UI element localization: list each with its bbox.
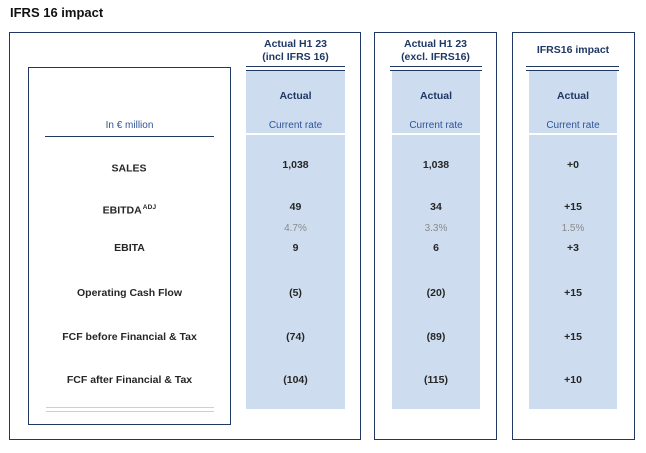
row-label: FCF after Financial & Tax (66, 374, 193, 386)
value-cell-impact: +15 (564, 331, 582, 343)
value-cell-incl: (74) (286, 331, 305, 343)
row-label: EBITDAADJ (102, 204, 157, 217)
rate-label-impact: Current rate (546, 120, 600, 131)
rate-underline-excl (392, 133, 480, 135)
header-double-rule-incl (246, 66, 345, 71)
value-cell-incl: 4.7% (284, 223, 307, 234)
value-cell-excl: (89) (426, 331, 446, 343)
header-double-rule-excl (390, 66, 482, 71)
table-row-ebitda-margin: 4.7% 3.3% 1.5% (0, 221, 646, 236)
page-title: IFRS 16 impact (10, 5, 104, 20)
row-label: EBITA (114, 242, 145, 254)
unit-label-rule (45, 136, 214, 137)
rate-underline-incl (246, 133, 345, 135)
column-header-line2: (excl. IFRS16) (401, 51, 470, 63)
table-row-sales: SALES 1,038 1,038 +0 (0, 158, 646, 175)
column-shade-impact (529, 71, 617, 409)
table-row-ebita: EBITA 9 6 +3 (0, 241, 646, 256)
row-labels-frame (28, 67, 231, 425)
column-header-line1: Actual H1 23 (403, 38, 468, 50)
row-label: FCF before Financial & Tax (62, 331, 197, 343)
subheader-actual-incl: Actual (279, 90, 312, 102)
column-header-line1: IFRS16 impact (536, 44, 610, 56)
unit-label: In € million (105, 120, 154, 131)
header-double-rule-impact (526, 66, 619, 71)
ifrs16-impact-table-frame (512, 32, 635, 440)
value-cell-excl: (115) (424, 374, 448, 386)
rate-label-incl: Current rate (268, 120, 323, 131)
column-shade-incl (246, 71, 345, 409)
value-cell-incl: 9 (292, 242, 299, 254)
value-cell-impact: +3 (567, 242, 579, 254)
value-cell-excl: (20) (426, 287, 446, 299)
value-cell-impact: +10 (564, 374, 582, 386)
column-header-line2: (incl IFRS 16) (262, 51, 329, 63)
value-cell-excl: 1,038 (422, 159, 450, 171)
table-row-operating-cash-flow: Operating Cash Flow (5) (20) +15 (0, 286, 646, 301)
value-cell-excl: 34 (430, 201, 442, 213)
value-cell-excl: 3.3% (424, 223, 448, 234)
column-header-impact: IFRS16 impact (513, 44, 633, 57)
column-header-line1: Actual H1 23 (263, 38, 328, 50)
incl-ifrs16-table-frame (9, 32, 361, 440)
value-cell-impact: +0 (567, 159, 579, 171)
value-cell-impact: +15 (564, 287, 582, 299)
value-cell-incl: (5) (289, 287, 302, 299)
value-cell-incl: (104) (283, 374, 308, 386)
column-header-excl: Actual H1 23 (excl. IFRS16) (375, 38, 496, 64)
column-shade-excl (392, 71, 480, 409)
table-row-fcf-after: FCF after Financial & Tax (104) (115) +1… (0, 373, 646, 388)
value-cell-impact: +15 (564, 201, 582, 213)
column-header-incl: Actual H1 23 (incl IFRS 16) (236, 38, 355, 64)
value-cell-excl: 6 (433, 242, 439, 254)
rate-underline-impact (529, 133, 617, 135)
rate-label-excl: Current rate (409, 120, 463, 131)
subheader-actual-impact: Actual (556, 90, 590, 102)
value-cell-impact: 1.5% (561, 223, 585, 234)
excl-ifrs16-table-frame (374, 32, 497, 440)
table-row-ebitda-adj: EBITDAADJ 49 34 +15 (0, 200, 646, 217)
value-cell-incl: 49 (289, 201, 302, 213)
adj-superscript: ADJ (142, 204, 157, 211)
table-bottom-double-rule (46, 407, 214, 412)
row-label: Operating Cash Flow (76, 287, 182, 299)
table-row-fcf-before: FCF before Financial & Tax (74) (89) +15 (0, 330, 646, 345)
value-cell-incl: 1,038 (282, 159, 309, 171)
subheader-actual-excl: Actual (419, 90, 453, 102)
row-label: SALES (111, 162, 147, 175)
